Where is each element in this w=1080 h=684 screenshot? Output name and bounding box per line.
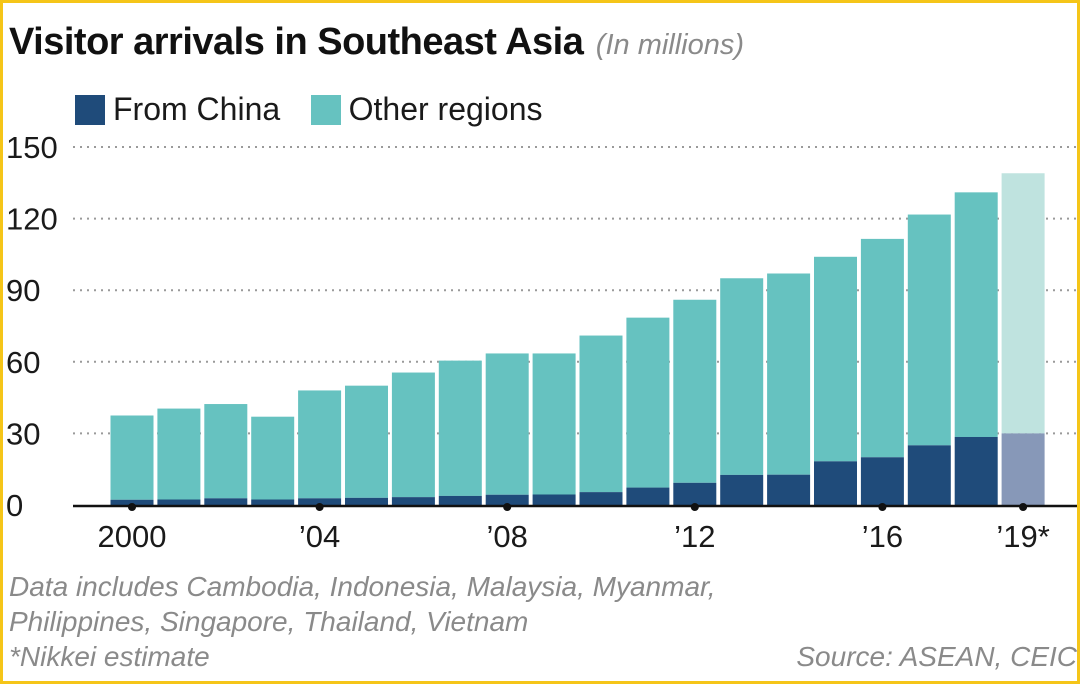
- bar-other-regions-2018: [954, 192, 998, 437]
- x-tick-label: ’16: [862, 519, 903, 554]
- x-tick-mark: [503, 503, 512, 511]
- bar-from-china-2003: [251, 499, 295, 505]
- bars: [110, 173, 1045, 505]
- title-row: Visitor arrivals in Southeast Asia (In m…: [9, 21, 744, 64]
- bar-from-china-2007: [438, 495, 482, 505]
- bar-other-regions-2015: [814, 256, 857, 462]
- legend-swatch-from-china: [75, 94, 105, 125]
- x-tick-label: ’19*: [996, 519, 1049, 554]
- legend-label-other-regions: Other regions: [348, 91, 543, 127]
- bar-from-china-2015: [814, 461, 857, 505]
- y-tick-label: 150: [6, 130, 58, 165]
- bar-other-regions-2004: [298, 390, 342, 499]
- bar-from-china-2012: [673, 482, 717, 505]
- bar-from-china-2002: [204, 498, 248, 505]
- bar-from-china-2014: [767, 474, 811, 505]
- y-tick-labels: 0 30 60 90 120 150: [6, 130, 58, 523]
- x-tick-label: ’08: [487, 519, 528, 554]
- y-tick-label: 60: [6, 345, 40, 380]
- bar-other-regions-2014: [767, 273, 811, 475]
- bar-other-regions-2002: [204, 404, 248, 499]
- x-tick-labels: 2000 ’04 ’08 ’12 ’16 ’19*: [98, 519, 1050, 554]
- legend-swatch-other-regions: [310, 94, 341, 125]
- bar-from-china-2000: [110, 499, 154, 505]
- x-tick-mark: [878, 503, 887, 511]
- bar-other-regions-2003: [251, 416, 295, 500]
- x-tick-mark: [690, 503, 699, 511]
- y-tick-label: 0: [6, 488, 23, 523]
- bar-from-china-2018: [954, 436, 998, 505]
- y-tick-label: 90: [6, 273, 40, 308]
- bar-chart: 0 30 60 90 120 150 2000 ’04 ’08 ’12 ’16 ’19*: [6, 130, 1077, 554]
- bar-from-china-2013: [720, 474, 764, 505]
- x-tick-label: 2000: [98, 519, 167, 554]
- bar-other-regions-2012: [673, 299, 717, 483]
- bar-from-china-2005: [345, 497, 388, 505]
- bar-from-china-2009: [532, 494, 576, 505]
- x-tick-mark: [128, 503, 136, 511]
- x-tick-mark: [315, 503, 324, 511]
- x-axis: [73, 503, 1077, 511]
- bar-other-regions-2008: [485, 353, 529, 495]
- bar-other-regions-2011: [626, 317, 670, 488]
- bar-other-regions-2006: [391, 372, 435, 498]
- chart-title: Visitor arrivals in Southeast Asia: [9, 21, 584, 63]
- bar-other-regions-2001: [157, 408, 201, 500]
- y-tick-label: 30: [6, 416, 40, 451]
- x-tick-mark: [1019, 503, 1028, 511]
- bar-from-china-2017: [907, 445, 951, 505]
- bar-from-china-2019: [1001, 433, 1045, 505]
- bar-other-regions-2009: [532, 353, 576, 495]
- footnote-line: Philippines, Singapore, Thailand, Vietna…: [9, 606, 529, 637]
- y-tick-label: 120: [6, 202, 58, 237]
- bar-other-regions-2000: [110, 415, 154, 500]
- chart-subtitle: (In millions): [595, 29, 745, 61]
- source-note: Source: ASEAN, CEIC: [796, 641, 1077, 672]
- bar-from-china-2006: [391, 497, 435, 505]
- footnote: Data includes Cambodia, Indonesia, Malay…: [9, 569, 716, 674]
- bar-from-china-2004: [298, 498, 342, 505]
- bar-other-regions-2013: [720, 278, 764, 475]
- bar-from-china-2008: [485, 494, 529, 505]
- bar-from-china-2011: [626, 487, 670, 505]
- bar-from-china-2010: [579, 492, 623, 505]
- footnote-line: Data includes Cambodia, Indonesia, Malay…: [9, 571, 716, 602]
- x-tick-label: ’12: [674, 519, 715, 554]
- bar-other-regions-2019: [1001, 173, 1045, 434]
- legend-item-other-regions: Other regions: [310, 91, 543, 128]
- bar-other-regions-2010: [579, 335, 623, 493]
- bar-from-china-2001: [157, 499, 201, 505]
- bar-from-china-2016: [860, 457, 904, 505]
- x-tick-label: ’04: [299, 519, 340, 554]
- estimate-note: *Nikkei estimate: [9, 641, 210, 672]
- bar-other-regions-2007: [438, 360, 482, 496]
- legend-item-from-china: From China: [75, 91, 280, 128]
- bar-other-regions-2016: [860, 238, 904, 458]
- bar-other-regions-2017: [907, 214, 951, 446]
- legend: From China Other regions: [75, 91, 568, 131]
- legend-label-from-china: From China: [113, 91, 281, 127]
- bar-other-regions-2005: [345, 385, 388, 498]
